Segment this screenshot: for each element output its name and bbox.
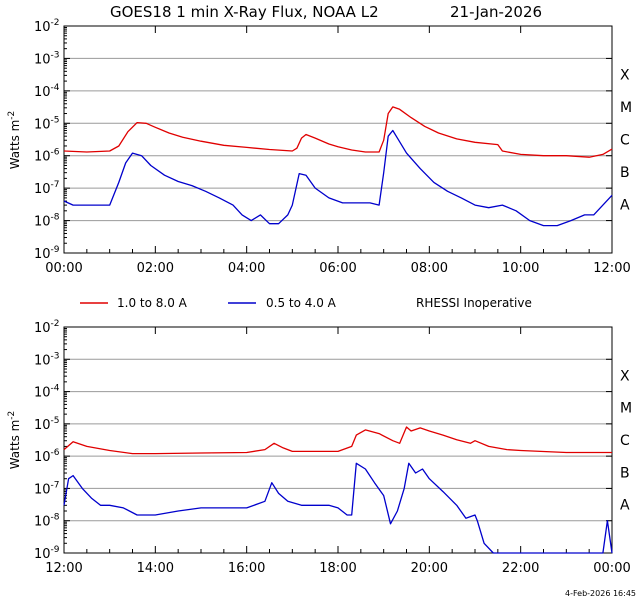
y-axis-label-text: Watts m xyxy=(8,420,22,470)
x-tick-label: 04:00 xyxy=(228,261,265,276)
x-tick-label: 02:00 xyxy=(137,261,174,276)
y-tick-label: 10-5 xyxy=(34,115,60,132)
x-tick-label: 10:00 xyxy=(502,261,539,276)
x-tick-label: 20:00 xyxy=(411,561,448,576)
y-tick-label: 10-6 xyxy=(34,148,60,165)
y-tick-label: 10-9 xyxy=(34,245,60,262)
y-axis-label-exp: -2 xyxy=(7,111,17,120)
y-tick-label: 10-7 xyxy=(34,180,60,197)
flare-class-label: B xyxy=(620,165,630,181)
x-tick-label: 00:00 xyxy=(45,261,82,276)
generated-timestamp: 4-Feb-2026 16:45 xyxy=(565,589,636,598)
y-tick-label: 10-2 xyxy=(34,18,60,35)
legend-label-long: 1.0 to 8.0 A xyxy=(117,296,188,310)
y-tick-label: 10-3 xyxy=(34,351,60,368)
chart-date: 21-Jan-2026 xyxy=(450,3,542,21)
y-tick-label: 10-4 xyxy=(34,384,60,401)
y-tick-label: 10-8 xyxy=(34,513,60,530)
flare-class-label: A xyxy=(620,197,630,213)
plot-frame xyxy=(63,25,613,254)
x-tick-label: 12:00 xyxy=(45,561,82,576)
x-tick-label: 12:00 xyxy=(593,261,630,276)
y-tick-label: 10-8 xyxy=(34,213,60,230)
y-tick-label: 10-7 xyxy=(34,480,60,497)
legend-note: RHESSI Inoperative xyxy=(416,296,532,310)
series-line-long xyxy=(63,426,612,455)
series-line-long xyxy=(63,106,613,158)
flare-class-label: B xyxy=(620,465,630,481)
panel-bottom: 10-9 10-8 10-7 10-6 10-5 10-4 10-3 10-2 X MCB A 12:… xyxy=(34,319,632,576)
series-line-short xyxy=(63,129,613,227)
flare-class-label: M xyxy=(620,100,632,116)
y-axis-label-text: Watts m xyxy=(8,120,22,170)
y-tick-label: 10-4 xyxy=(34,83,60,100)
panel-top: 10-9 10-8 10-7 10-6 10-5 10-4 10-3 10-2 XM CBA 00:… xyxy=(34,18,632,276)
plot-frame xyxy=(63,326,613,554)
y-axis-label-exp: -2 xyxy=(7,411,17,420)
y-tick-label: 10-2 xyxy=(34,319,60,336)
flare-class-label: C xyxy=(620,433,630,449)
chart-title: GOES18 1 min X-Ray Flux, NOAA L2 xyxy=(110,3,379,21)
y-tick-label: 10-6 xyxy=(34,448,60,465)
flare-class-label: C xyxy=(620,133,630,149)
y-axis-label-bottom: Watts m-2 xyxy=(7,411,22,470)
x-tick-label: 14:00 xyxy=(137,561,174,576)
y-tick-label: 10-5 xyxy=(34,416,60,433)
flare-class-label: X xyxy=(620,368,630,384)
x-tick-label: 16:00 xyxy=(228,561,265,576)
flare-class-label: M xyxy=(620,401,632,417)
y-axis-label-top: Watts m-2 xyxy=(7,111,22,170)
y-tick-label: 10-3 xyxy=(34,50,60,67)
x-tick-label: 08:00 xyxy=(411,261,448,276)
x-tick-label: 22:00 xyxy=(502,561,539,576)
flare-class-label: A xyxy=(620,498,630,514)
y-tick-label: 10-9 xyxy=(34,545,60,562)
x-tick-label: 00:00 xyxy=(593,561,630,576)
x-tick-label: 18:00 xyxy=(319,561,356,576)
x-tick-label: 06:00 xyxy=(319,261,356,276)
legend: 1.0 to 8.0 A 0.5 to 4.0 A RHESSI Inopera… xyxy=(80,296,532,310)
flare-class-label: X xyxy=(620,68,630,84)
legend-label-short: 0.5 to 4.0 A xyxy=(266,296,337,310)
series-line-short xyxy=(63,462,613,554)
